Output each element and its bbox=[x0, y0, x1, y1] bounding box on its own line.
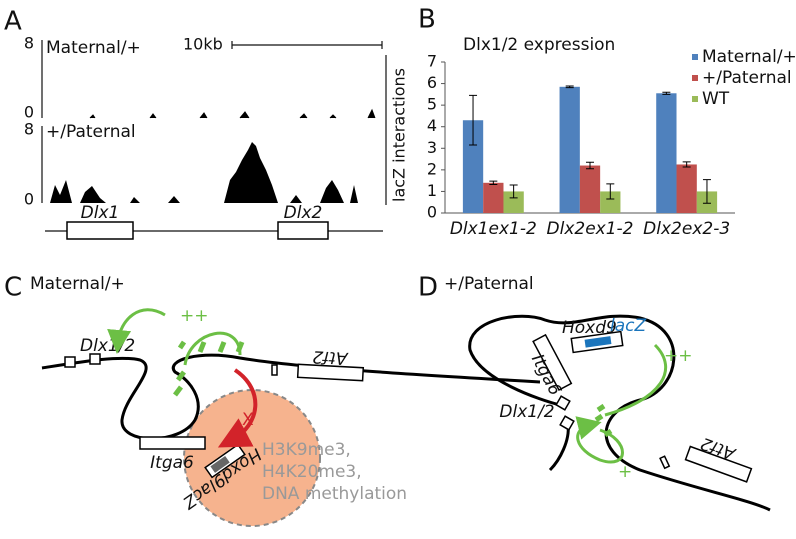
y-tick-label: 0 bbox=[427, 203, 437, 222]
arrow-label: + bbox=[618, 462, 632, 482]
bar bbox=[676, 164, 697, 213]
gene-label: lacZ bbox=[610, 316, 646, 336]
spacer bbox=[177, 318, 244, 380]
blocked-arrow bbox=[217, 368, 258, 448]
bar bbox=[656, 93, 677, 213]
error-bar bbox=[509, 184, 518, 199]
gene-label: Dlx1/2 bbox=[80, 336, 135, 356]
panel-label: A bbox=[4, 7, 22, 37]
scale-bar bbox=[231, 41, 383, 49]
panel-label: C bbox=[4, 273, 22, 303]
error-bar bbox=[606, 183, 615, 200]
bar bbox=[503, 191, 524, 213]
gene-box bbox=[139, 436, 206, 450]
legend-label: WT bbox=[702, 89, 730, 109]
reporter-insert bbox=[210, 456, 230, 473]
chromosome bbox=[548, 424, 570, 472]
gene-box bbox=[555, 395, 571, 411]
chromosome bbox=[468, 314, 771, 512]
mark-label: DNA methylation bbox=[262, 484, 407, 504]
x-tick-label: Dlx2ex2-3 bbox=[643, 219, 730, 239]
gene-box bbox=[684, 445, 753, 483]
x-tick-label: Dlx1ex1-2 bbox=[450, 219, 537, 239]
legend-swatch bbox=[692, 54, 698, 60]
error-bar bbox=[682, 161, 691, 168]
gene-label: Itga6 bbox=[150, 453, 194, 473]
gene-box bbox=[277, 221, 329, 240]
x-tick-label: Dlx2ex1-2 bbox=[547, 219, 634, 239]
track-name: Maternal/+ bbox=[46, 38, 141, 58]
bar bbox=[600, 191, 621, 213]
track-max: 8 bbox=[24, 120, 34, 139]
error-bar bbox=[662, 91, 671, 95]
panel-title: Maternal/+ bbox=[30, 274, 125, 294]
gene-box bbox=[559, 415, 575, 431]
gene-box bbox=[64, 356, 76, 368]
contact-mark bbox=[594, 403, 613, 438]
scale-label: 10kb bbox=[183, 35, 223, 54]
bar bbox=[483, 182, 504, 213]
bar bbox=[559, 86, 580, 213]
error-bar bbox=[702, 179, 711, 204]
legend-label: +/Paternal bbox=[702, 68, 792, 88]
y-tick-label: 4 bbox=[427, 116, 437, 135]
chart-title: Dlx1/2 expression bbox=[463, 35, 615, 55]
contact-mark bbox=[173, 340, 245, 397]
track-name: +/Paternal bbox=[46, 122, 136, 142]
error-bar bbox=[489, 180, 498, 186]
y-tick-label: 5 bbox=[427, 95, 437, 114]
mark-label: H4K20me3, bbox=[262, 462, 362, 482]
arrow-label: ++ bbox=[180, 306, 209, 326]
y-tick-label: 1 bbox=[427, 181, 437, 200]
signal bbox=[89, 108, 376, 119]
legend-label: Maternal/+ bbox=[702, 47, 796, 67]
arrow-label: ++ bbox=[664, 346, 693, 366]
y-tick-label: 7 bbox=[427, 52, 437, 71]
gene-box bbox=[66, 221, 134, 240]
legend-swatch bbox=[692, 96, 698, 102]
gene-box bbox=[89, 353, 101, 365]
gene-label: Dlx2 bbox=[284, 203, 323, 223]
panel-a: A 8 0 Maternal/+ 8 0 +/Paternal 10kb lac… bbox=[4, 7, 409, 240]
error-bar bbox=[469, 94, 478, 146]
gene-box bbox=[659, 455, 671, 470]
bar bbox=[462, 120, 484, 213]
error-bar bbox=[586, 161, 594, 170]
y-tick-label: 3 bbox=[427, 138, 437, 157]
track-min: 0 bbox=[24, 103, 34, 122]
panel-label: B bbox=[418, 5, 436, 35]
gene-label: Dlx1/2 bbox=[499, 402, 554, 422]
bar bbox=[579, 165, 601, 213]
blocked-label: X bbox=[242, 410, 254, 430]
interaction-arrow bbox=[578, 343, 667, 464]
gene-box bbox=[271, 364, 278, 376]
gene-box bbox=[532, 333, 573, 392]
y-tick-label: 6 bbox=[427, 73, 437, 92]
gene-box bbox=[296, 363, 365, 382]
error-bar bbox=[565, 85, 574, 89]
axis-title: lacZ interactions bbox=[390, 68, 409, 202]
y-tick-label: 2 bbox=[427, 159, 437, 178]
gene-label: Hoxd9 bbox=[562, 318, 617, 338]
gene-label: Atf2 bbox=[312, 346, 349, 368]
track-max: 8 bbox=[24, 34, 34, 53]
panel-title: +/Paternal bbox=[444, 274, 534, 294]
gene-label: Dlx1 bbox=[81, 203, 120, 223]
panel-b: B Dlx1/2 expression 0 1 2 3 4 5 6 7 Dlx1ex1-2 Dlx… bbox=[418, 5, 796, 240]
panel-label: D bbox=[418, 273, 438, 303]
signal bbox=[50, 142, 358, 203]
mark-label: H3K9me3, bbox=[262, 440, 351, 460]
track-min: 0 bbox=[24, 190, 34, 209]
legend-swatch bbox=[692, 75, 698, 81]
panel-d: D +/Paternal Hoxd9 lacZ Itga6 Dlx1/2 Atf… bbox=[418, 273, 771, 512]
reporter-insert bbox=[584, 336, 612, 348]
panel-c: C Maternal/+ Dlx1/2 Atf2 Itga6 Hoxd9lacZ… bbox=[4, 273, 541, 527]
